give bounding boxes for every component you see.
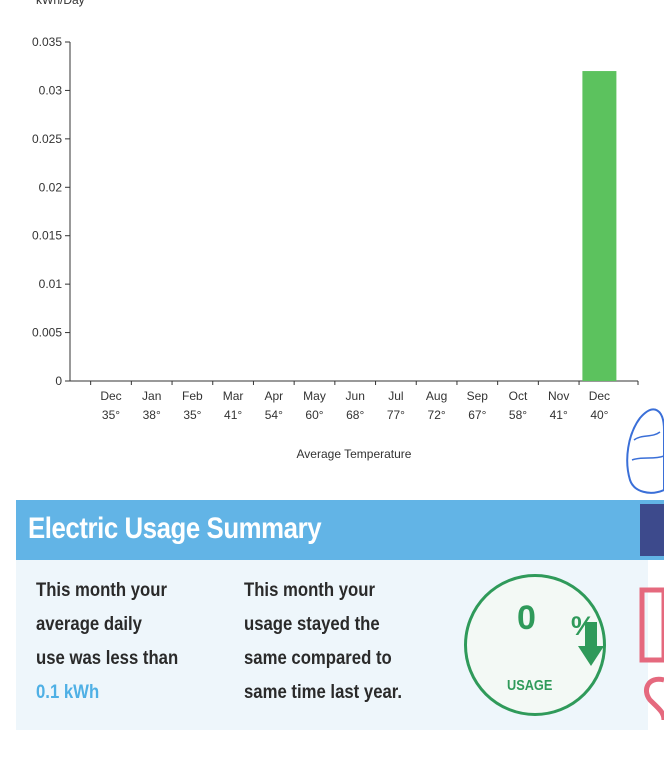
- daily-use-value: 0.1 kWh: [36, 682, 100, 703]
- x-axis-label: Average Temperature: [297, 447, 412, 461]
- y-tick-label: 0.025: [32, 132, 62, 146]
- y-tick-label: 0.01: [39, 277, 63, 291]
- x-temperature-label: 35°: [102, 408, 120, 422]
- x-temperature-label: 72°: [428, 408, 446, 422]
- usage-chart-svg: 0 0.005 0.01 0.015 0.02 0.025 0.03 0.035 kWh/Day…: [32, 0, 639, 461]
- edge-decoration-icon: [626, 408, 664, 720]
- x-month-label: Sep: [467, 389, 489, 403]
- usage-bar: [582, 71, 617, 382]
- summary-banner: Electric Usage Summary: [16, 500, 664, 560]
- x-temperature-label: 38°: [143, 408, 161, 422]
- x-temperature-label: 58°: [509, 408, 527, 422]
- usage-label: USAGE: [507, 677, 553, 694]
- x-month-label: Nov: [548, 389, 569, 403]
- x-month-label: Aug: [426, 389, 447, 403]
- x-month-label: Jun: [346, 389, 365, 403]
- x-month-label: Dec: [100, 389, 121, 403]
- middle-line: usage stayed the: [244, 614, 380, 635]
- x-temperature-label: 54°: [265, 408, 283, 422]
- x-temperature-label: 40°: [590, 408, 608, 422]
- x-month-label: Mar: [223, 389, 244, 403]
- usage-chart: 0 0.005 0.01 0.015 0.02 0.025 0.03 0.035 kWh/Day…: [32, 0, 639, 461]
- left-line: use was less than: [36, 648, 179, 669]
- x-month-label: May: [303, 389, 326, 403]
- x-temperature-label: 41°: [550, 408, 568, 422]
- y-tick-label: 0.015: [32, 229, 62, 243]
- left-line: This month your: [36, 580, 167, 601]
- x-month-label: Feb: [182, 389, 203, 403]
- summary-title: Electric Usage Summary: [28, 512, 322, 545]
- left-line: average daily: [36, 614, 142, 635]
- x-month-label: Oct: [509, 389, 528, 403]
- usage-badge: 0 % USAGE: [464, 574, 606, 716]
- x-temperature-label: 41°: [224, 408, 242, 422]
- middle-line: same time last year.: [244, 682, 403, 703]
- x-temperature-label: 68°: [346, 408, 364, 422]
- x-month-label: Dec: [589, 389, 610, 403]
- x-month-label: Apr: [264, 389, 283, 403]
- x-temperature-label: 35°: [183, 408, 201, 422]
- y-axis-label: kWh/Day: [36, 0, 85, 7]
- average-daily-use-text: This month your average daily use was le…: [36, 574, 178, 710]
- x-month-label: Jul: [388, 389, 403, 403]
- y-tick-label: 0.005: [32, 326, 62, 340]
- down-arrow-icon: [578, 622, 604, 666]
- x-temperature-label: 77°: [387, 408, 405, 422]
- y-tick-label: 0: [55, 374, 62, 388]
- middle-line: same compared to: [244, 648, 392, 669]
- y-tick-label: 0.035: [32, 35, 62, 49]
- x-temperature-label: 60°: [305, 408, 323, 422]
- x-month-label: Jan: [142, 389, 161, 403]
- middle-line: This month your: [244, 580, 375, 601]
- usage-percent-value: 0: [517, 599, 536, 637]
- year-comparison-text: This month your usage stayed the same co…: [244, 574, 402, 710]
- y-tick-label: 0.02: [39, 180, 63, 194]
- x-temperature-label: 67°: [468, 408, 486, 422]
- y-tick-label: 0.03: [39, 83, 63, 97]
